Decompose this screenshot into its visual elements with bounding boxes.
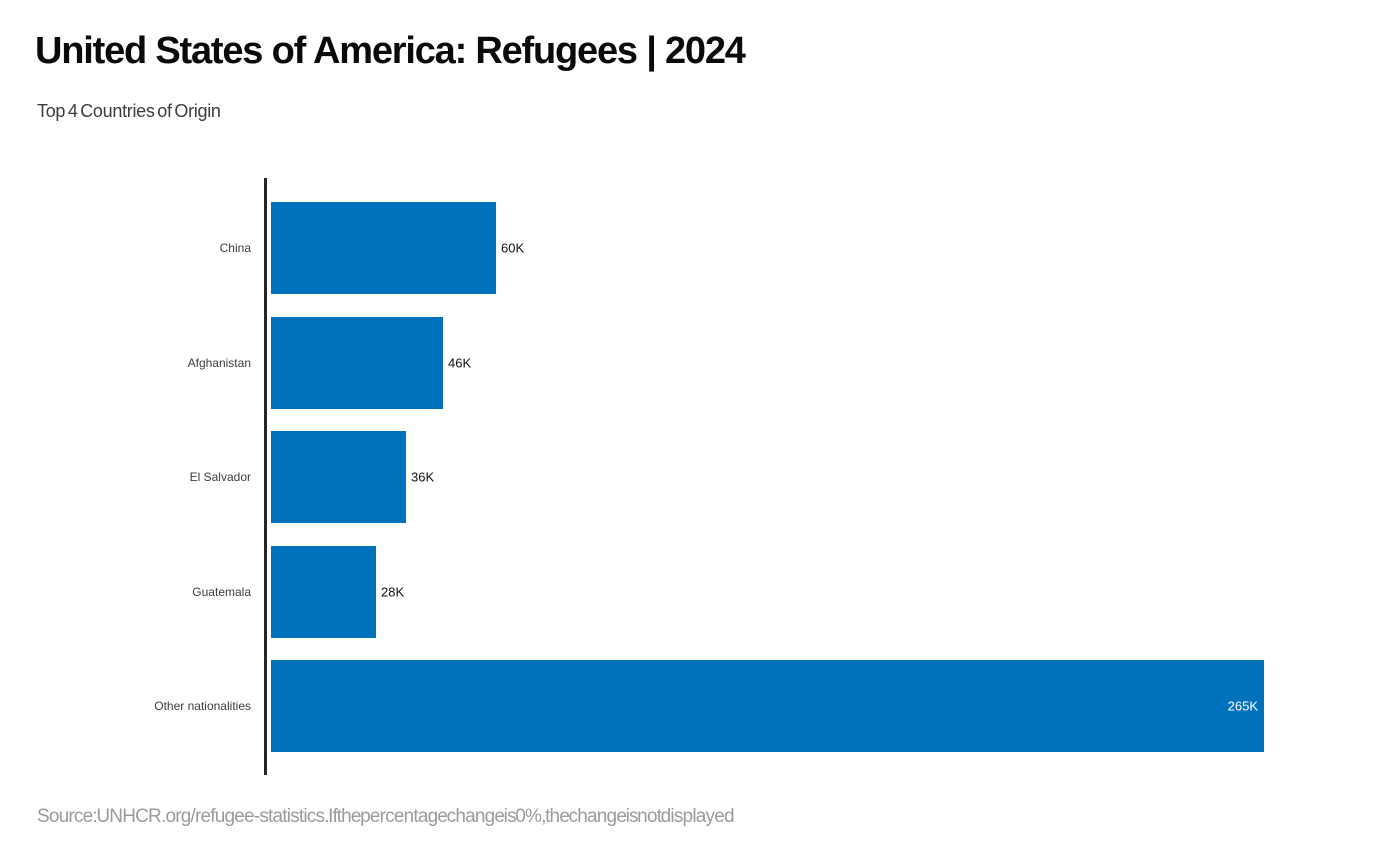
bar[interactable] [271,202,496,294]
value-label: 60K [501,240,525,256]
category-label: Guatemala [192,584,251,599]
page-subtitle: Top 4 Countries of Origin [37,101,221,121]
bar-zone: 28K [267,545,1400,638]
bar[interactable] [271,431,406,523]
value-label: 28K [381,584,405,599]
bar-chart: China 60K Afghanistan 46K El Salvador 36K Guat… [0,178,1400,775]
bar-row: Guatemala 28K [0,545,1400,638]
source-note: Source: UNHCR.org/refugee-statistics. If… [37,806,735,827]
y-axis-line [264,178,267,775]
bar-row: Other nationalities 265K [0,660,1400,752]
bar-zone: 36K [267,431,1400,523]
value-label: 265K [1227,698,1258,714]
category-label: China [219,241,251,255]
bar[interactable]: 265K [271,660,1264,752]
value-label: 46K [448,355,472,370]
bar[interactable] [271,316,443,409]
bar-zone: 60K [267,202,1400,294]
bar[interactable] [271,545,376,638]
bar-row: China 60K [0,202,1400,294]
bar-zone: 265K [267,660,1400,752]
bar-zone: 46K [267,316,1400,409]
bar-rows: China 60K Afghanistan 46K El Salvador 36K Guat… [0,202,1400,752]
value-label: 36K [411,469,435,485]
category-label: El Salvador [189,470,251,484]
bar-row: El Salvador 36K [0,431,1400,523]
bar-row: Afghanistan 46K [0,316,1400,409]
category-label: Afghanistan [187,355,251,370]
page-title: United States of America: Refugees | 202… [35,30,746,72]
category-label: Other nationalities [154,699,251,713]
